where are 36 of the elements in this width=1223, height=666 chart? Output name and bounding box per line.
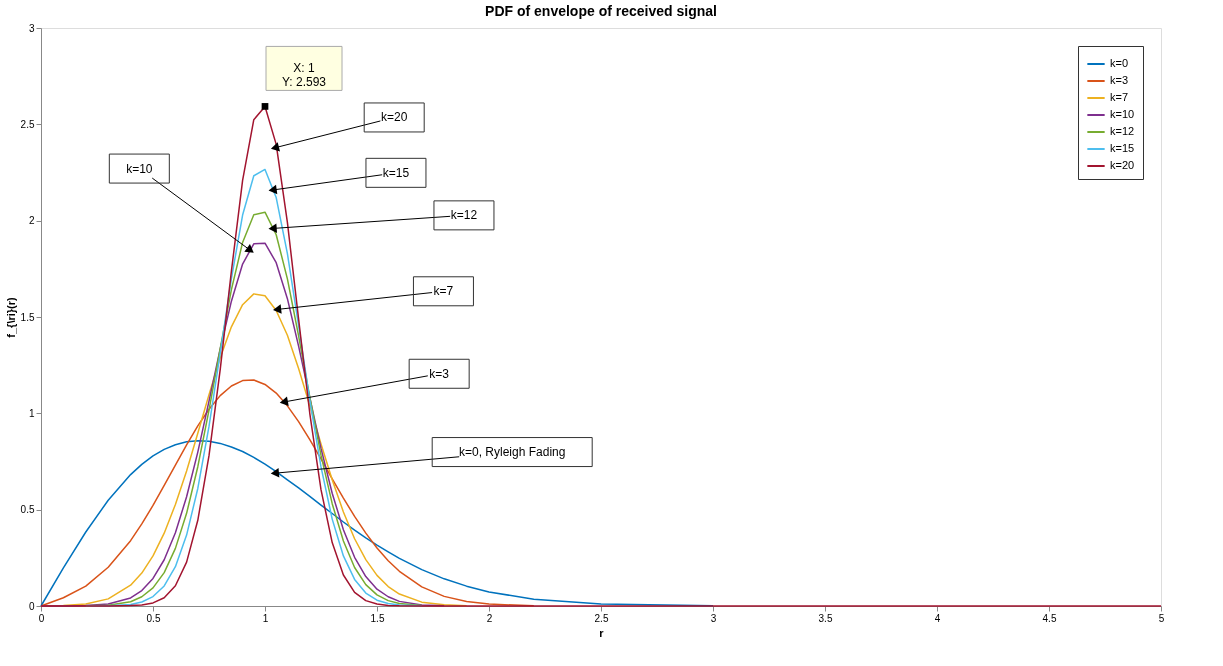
x-tick-label: 3.5 — [818, 612, 833, 624]
x-tick-label: 1.5 — [370, 612, 385, 624]
legend-label: k=3 — [1110, 74, 1129, 86]
x-tick-label: 5 — [1158, 612, 1165, 624]
legend-label: k=20 — [1110, 159, 1135, 171]
chart-title: PDF of envelope of received signal — [485, 3, 717, 19]
x-tick-label: 1 — [262, 612, 269, 624]
x-tick-label: 4 — [934, 612, 941, 624]
annotation: k=15 — [382, 165, 410, 180]
y-tick-label: 0 — [28, 600, 35, 612]
x-tick-label: 2 — [486, 612, 493, 624]
annotation: k=20 — [381, 110, 408, 125]
y-tick-label: 2.5 — [20, 118, 35, 130]
y-tick-label: 1.5 — [20, 311, 35, 323]
x-axis-title: r — [599, 626, 605, 639]
legend-label: k=10 — [1110, 108, 1135, 120]
annotation: X: 1 Y: 2.593 — [281, 61, 327, 90]
y-tick-label: 2 — [28, 215, 35, 227]
y-tick-label: 0.5 — [20, 504, 35, 516]
x-tick-label: 3 — [710, 612, 717, 624]
legend-label: k=7 — [1110, 91, 1129, 103]
annotation: k=0, Ryleigh Fading — [459, 445, 566, 460]
x-tick-label: 0.5 — [146, 612, 161, 624]
annotation: k=3 — [429, 366, 450, 381]
legend-label: k=12 — [1110, 125, 1135, 137]
annotation: k=12 — [450, 208, 478, 223]
x-tick-label: 0 — [38, 612, 45, 624]
y-tick-label: 3 — [28, 22, 35, 34]
legend-label: k=0 — [1110, 57, 1129, 69]
y-tick-label: 1 — [28, 407, 35, 419]
x-tick-label: 4.5 — [1042, 612, 1057, 624]
legend-label: k=15 — [1110, 142, 1135, 154]
x-tick-label: 2.5 — [594, 612, 609, 624]
y-axis-title: f_{\ri}(r) — [4, 296, 17, 338]
annotation: k=10 — [126, 161, 153, 176]
annotation: k=7 — [433, 284, 454, 299]
